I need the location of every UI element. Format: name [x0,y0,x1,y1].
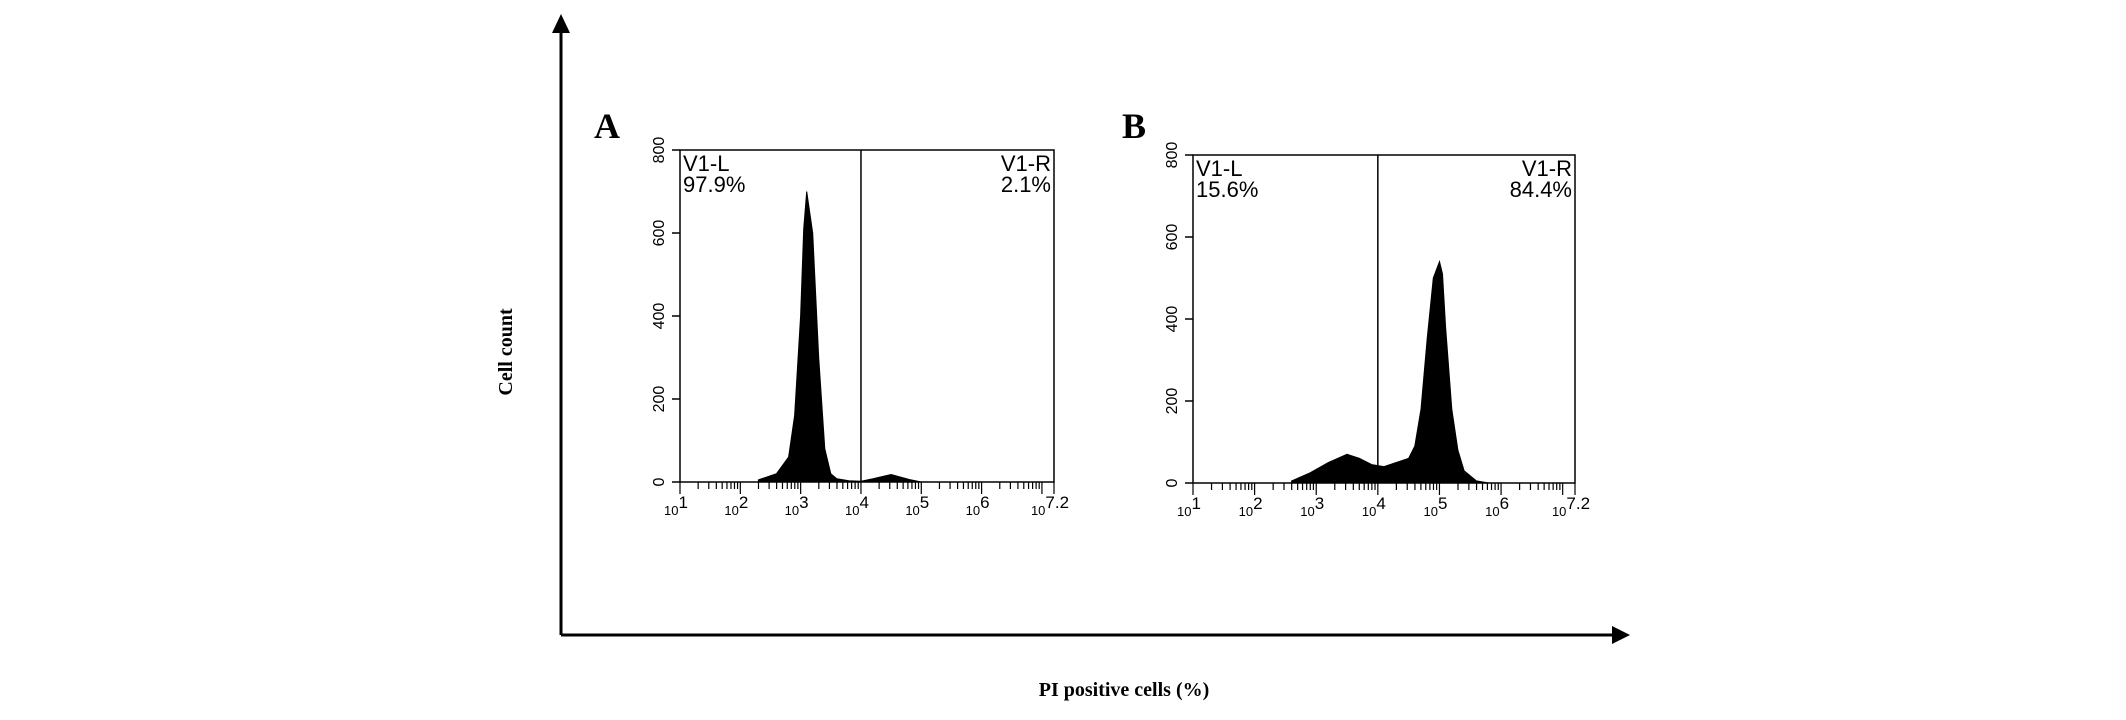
x-axis-ticks: 101 102 103 104 105 106 107.2 [664,493,1069,518]
gate-left-percent: 15.6% [1196,177,1258,202]
y-tick-label: 600 [1164,224,1181,251]
outer-axes [559,20,1625,637]
x-axis-ticks: 101 102 103 104 105 106 107.2 [1177,494,1590,519]
x-tick-label: 107.2 [1031,493,1069,518]
x-tick-label: 105 [905,493,929,518]
x-tick-label: 106 [1485,494,1509,519]
panel-label: B [1122,106,1146,146]
x-tick-label: 104 [845,493,869,518]
panel-label: A [594,106,620,146]
gate-right-percent: 84.4% [1510,177,1572,202]
outer-y-arrowhead [552,14,570,33]
x-axis-minor-ticks [679,482,1055,494]
y-tick-label: 0 [651,477,668,486]
gate-right-name: V1-R [1522,156,1572,181]
plot-frame [679,149,1055,483]
x-tick-label: 103 [1300,494,1324,519]
y-tick-label: 400 [1164,306,1181,333]
x-tick-label: 105 [1423,494,1447,519]
x-tick-label: 104 [1362,494,1386,519]
plot-frame [1192,154,1576,484]
y-tick-label: 800 [651,137,668,164]
y-tick-label: 600 [651,220,668,247]
y-axis-ticks: 0 200 400 600 800 [1164,142,1193,487]
outer-y-axis-label: Cell count [495,308,517,396]
x-tick-label: 106 [966,493,990,518]
gate-left-name: V1-L [683,151,729,176]
y-tick-label: 200 [651,386,668,413]
histogram [1291,259,1489,484]
gate-right-name: V1-R [1001,151,1051,176]
x-tick-label: 102 [1239,494,1263,519]
y-tick-label: 0 [1164,478,1181,487]
panel-b: B V1-L 15.6% V1-R 84.4% 0 200 400 600 800 10… [1122,106,1590,519]
y-tick-label: 400 [651,303,668,330]
x-tick-label: 103 [785,493,809,518]
x-tick-label: 107.2 [1552,494,1590,519]
x-tick-label: 101 [1177,494,1201,519]
panel-a: A V1-L 97.9% V1-R 2.1% 0 200 400 600 800 101… [594,106,1069,518]
y-axis-ticks: 0 200 400 600 800 [651,137,680,486]
histogram [757,191,922,483]
x-axis-minor-ticks [1192,483,1576,495]
x-tick-label: 101 [664,493,688,518]
gate-right-percent: 2.1% [1001,172,1051,197]
outer-x-axis-label: PI positive cells (%) [1039,679,1210,701]
gate-left-percent: 97.9% [683,172,745,197]
x-tick-label: 102 [724,493,748,518]
y-tick-label: 800 [1164,142,1181,169]
outer-x-arrowhead [1612,626,1630,644]
y-tick-label: 200 [1164,388,1181,415]
gate-left-name: V1-L [1196,156,1242,181]
